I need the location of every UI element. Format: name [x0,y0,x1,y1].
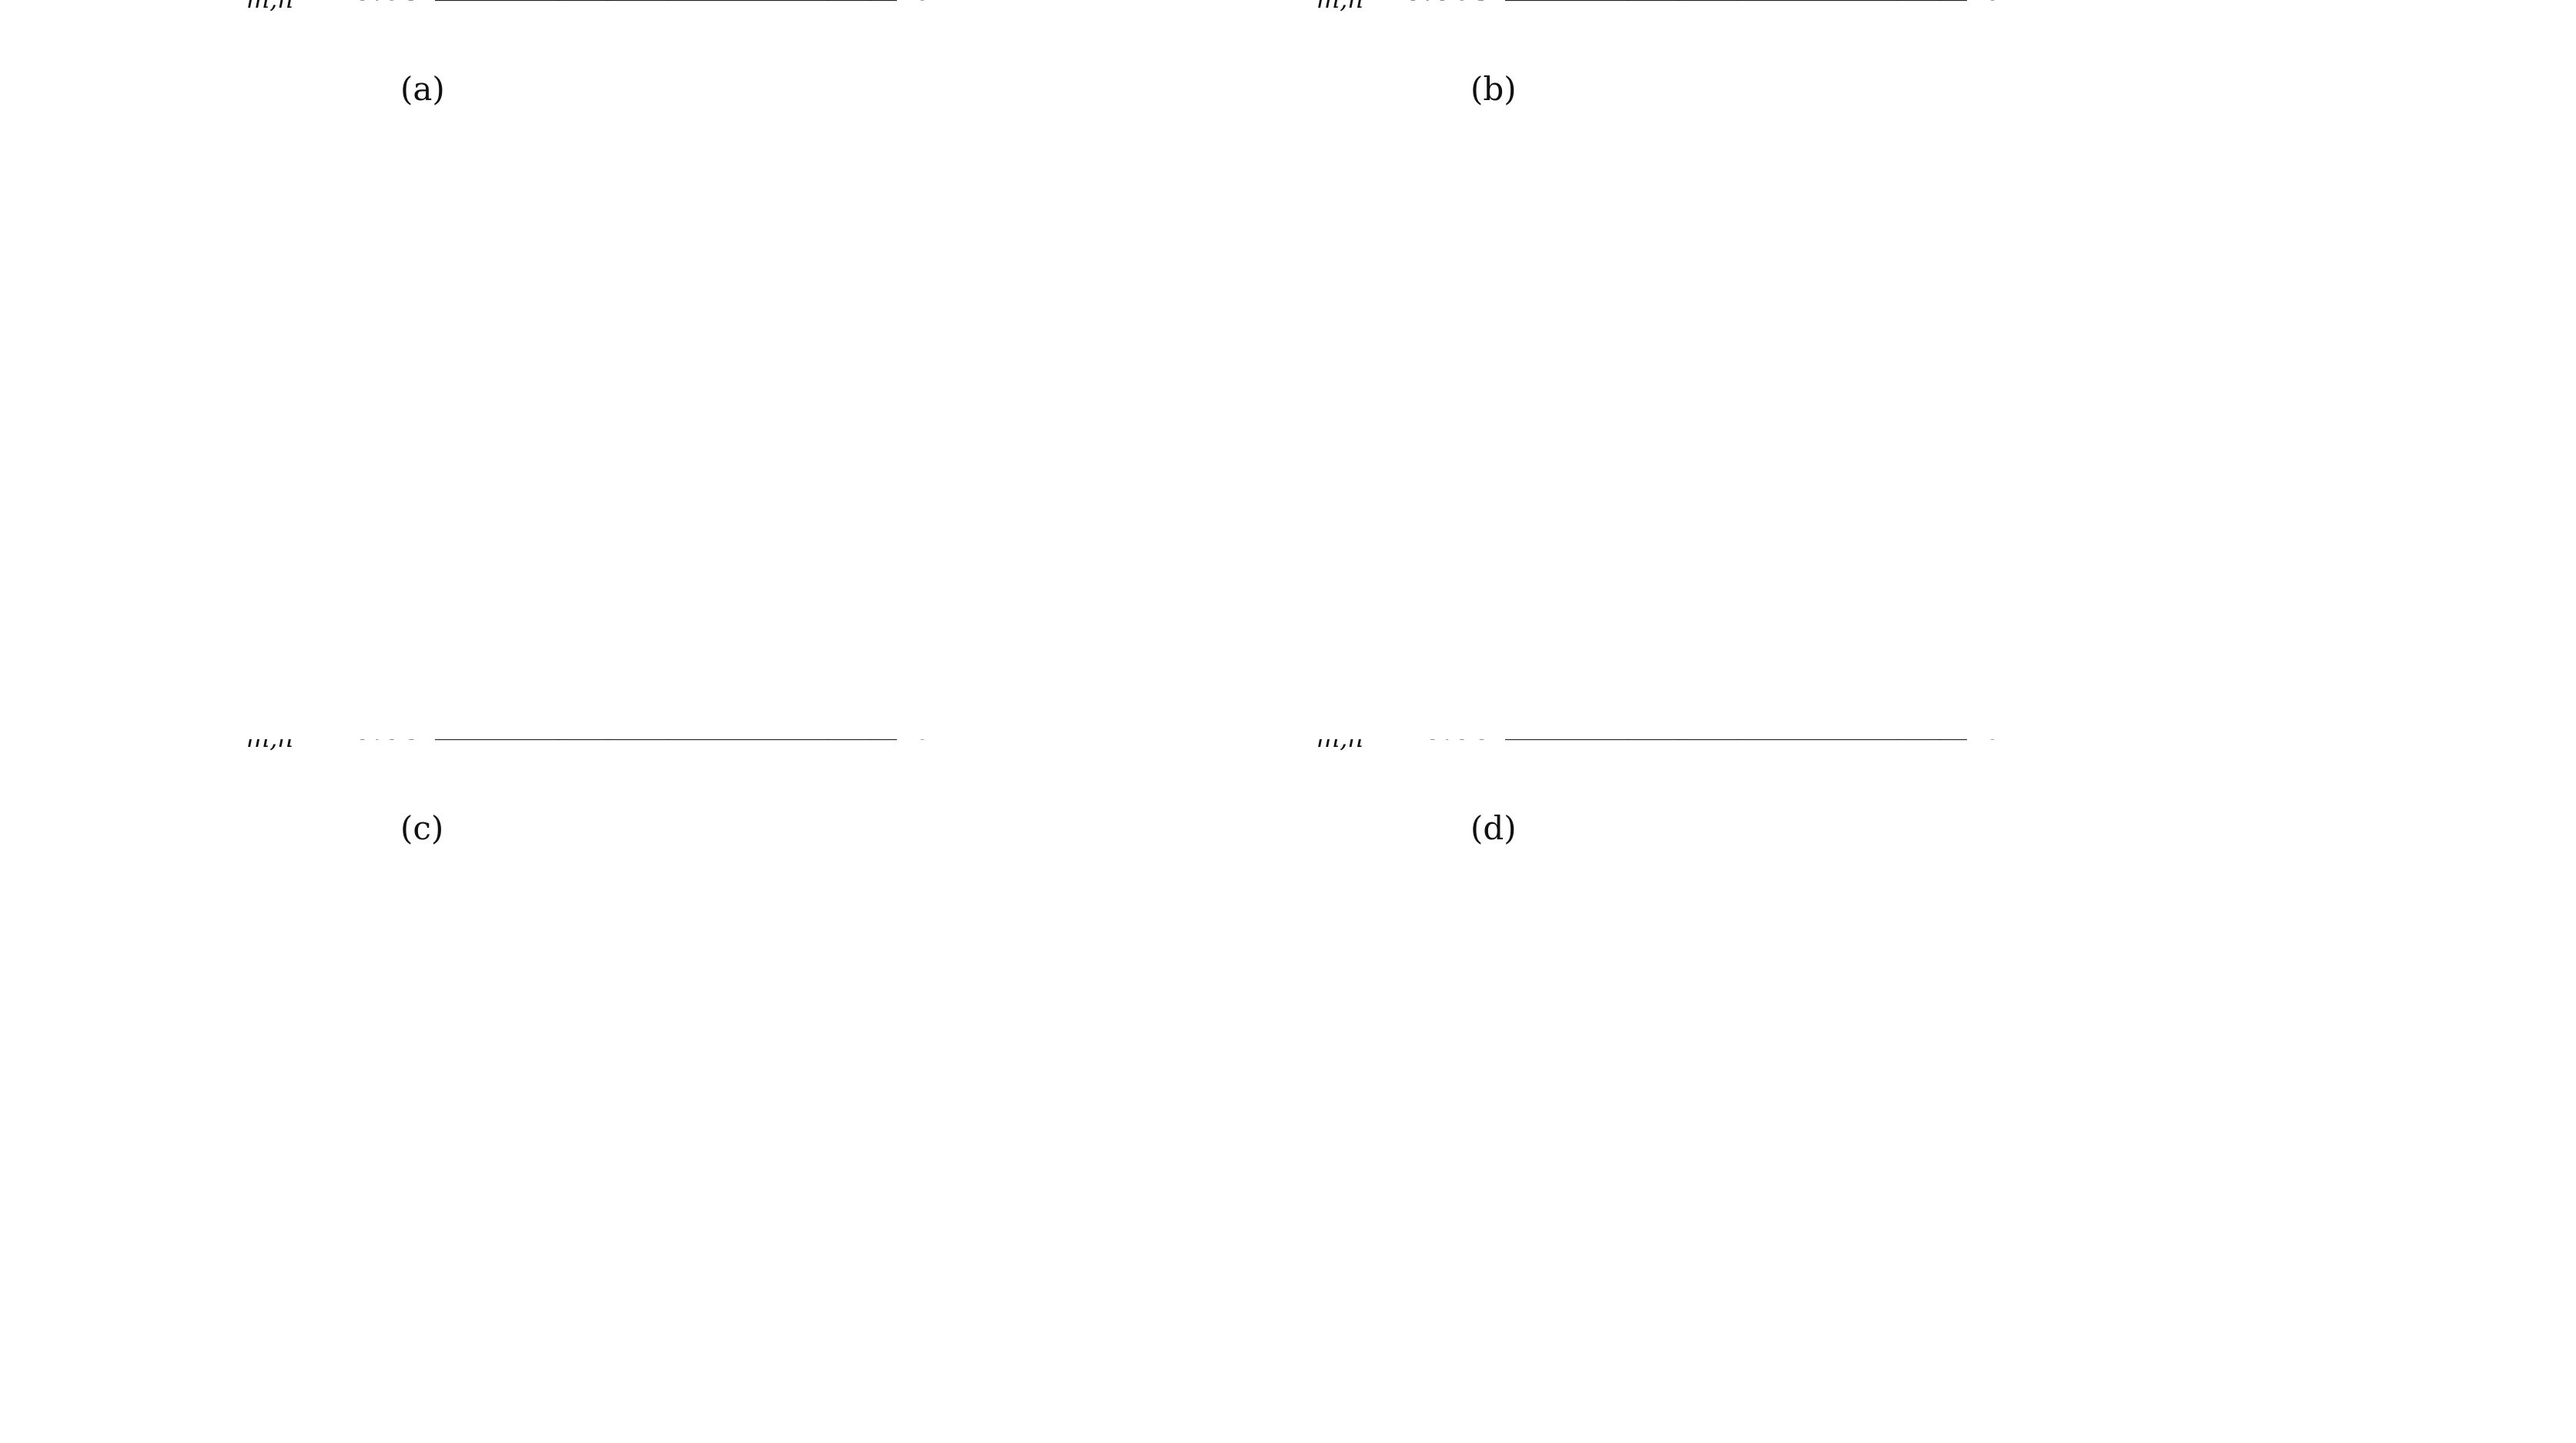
z-tick-label-1: 0.05 [353,0,421,8]
chart-panel-a: 00.050.10 2 4 6 8 10 2 4 6 8 10 n m Pm,n (a) [222,0,932,108]
x-axis-label: n [1546,739,1569,748]
x-tick-label-4: 10 [1708,0,1748,8]
panel-label: (a) [400,70,445,108]
z-tick-label-0: 0 [402,0,421,8]
z-axis-label-base: P [222,0,247,8]
y-tick-label-4: 10 [893,0,932,8]
z-tick-label-1: 0.005 [1403,0,1491,8]
z-axis-label-sub: m,n [1316,0,1363,14]
y-tick-label-2: 6 [1889,0,1908,8]
z-axis-label: Pm,n [1292,739,1363,753]
panel-label: (c) [400,809,443,847]
z-axis-label-base: P [222,739,247,748]
y-tick-label-0: 2 [734,0,753,8]
y-tick-label-0: 2 [1804,0,1823,8]
x-axis-label: n [1546,0,1569,8]
panel-c: 00.020.040.060.08246810246810nmPm,n(c) [0,706,1201,1443]
z-axis-label-sub: m,n [246,739,293,753]
y-tick-label-1: 4 [1846,739,1865,747]
x-tick-label-3: 8 [1668,739,1688,747]
z-tick-label-4: 0.020 [1403,0,1491,8]
y-tick-label-0: 2 [734,739,753,747]
x-axis-label: n [476,0,499,8]
y-tick-label-2: 6 [818,0,838,8]
y-tick-label-2: 6 [818,739,838,747]
y-axis-label: m [870,0,904,8]
x-tick-label-4: 10 [1708,739,1748,747]
chart-panel-c: 00.020.040.060.08246810246810nmPm,n(c) [222,706,932,847]
y-tick-label-4: 10 [1963,0,2002,8]
x-tick-label-2: 6 [1618,739,1638,747]
z-axis-label: Pm,n [222,0,293,14]
x-tick-label-1: 4 [497,739,517,747]
panel-label: (b) [1470,70,1517,108]
front-axes: 00.050.10 2 4 6 8 10 2 4 6 8 10 [353,0,932,8]
z-tick-label-3: 0.015 [1403,0,1491,8]
z-tick-label-3: 0.06 [1423,739,1491,747]
x-tick-label-3: 8 [598,0,617,8]
x-tick-label-0: 2 [1517,739,1537,747]
panel-b: 00.0050.0100.0150.020 2 4 6 8 10 2 4 6 8 10 n m Pm,n (… [1070,0,2271,704]
panel-d: 00.020.040.06246810246810nmPm,n(d) [1070,706,2271,1443]
y-tick-label-2: 6 [1889,739,1908,747]
x-tick-label-2: 6 [548,739,567,747]
x-tick-label-0: 2 [447,739,467,747]
y-axis-label: m [870,739,904,748]
x-tick-label-3: 8 [598,739,617,747]
chart-panel-b: 00.0050.0100.0150.020 2 4 6 8 10 2 4 6 8 10 n m Pm,n (… [1292,0,2002,108]
x-axis-label: n [476,739,499,748]
z-axis-label-sub: m,n [1316,739,1363,753]
front-axes: 00.020.040.060.08246810246810 [353,711,932,747]
x-tick-label-4: 10 [638,0,677,8]
z-axis-label: Pm,n [1292,0,1363,14]
y-tick-label-1: 4 [1846,0,1865,8]
x-tick-label-3: 8 [1668,0,1688,8]
z-tick-label-2: 0.10 [353,0,421,8]
z-axis-label-base: P [1292,739,1317,748]
y-tick-label-0: 2 [1804,739,1823,747]
z-axis-label-sub: m,n [246,0,293,14]
z-axis-label: Pm,n [222,739,293,753]
y-axis-label: m [1940,739,1974,748]
x-tick-label-0: 2 [447,0,467,8]
x-tick-label-2: 6 [548,0,567,8]
x-tick-label-0: 2 [1517,0,1537,8]
y-axis-label: m [1940,0,1974,8]
front-axes: 00.0050.0100.0150.020 2 4 6 8 10 2 4 6 8 10 [1403,0,2002,8]
chart-panel-d: 00.020.040.06246810246810nmPm,n(d) [1292,706,2002,847]
y-tick-label-1: 4 [776,0,795,8]
x-tick-label-1: 4 [497,0,517,8]
x-tick-label-4: 10 [638,739,677,747]
x-tick-label-1: 4 [1567,0,1587,8]
y-tick-label-3: 8 [861,0,880,8]
y-tick-label-3: 8 [1931,0,1950,8]
x-tick-label-1: 4 [1567,739,1587,747]
z-tick-label-2: 0.010 [1403,0,1491,8]
panel-label: (d) [1470,809,1517,847]
x-tick-label-2: 6 [1618,0,1638,8]
z-tick-label-0: 0 [1472,0,1491,8]
front-axes: 00.020.040.06246810246810 [1423,711,2002,747]
panel-a: 00.050.10 2 4 6 8 10 2 4 6 8 10 n m Pm,n (a) [0,0,1201,704]
y-tick-label-1: 4 [776,739,795,747]
z-tick-label-4: 0.08 [353,739,421,747]
z-axis-label-base: P [1292,0,1317,8]
